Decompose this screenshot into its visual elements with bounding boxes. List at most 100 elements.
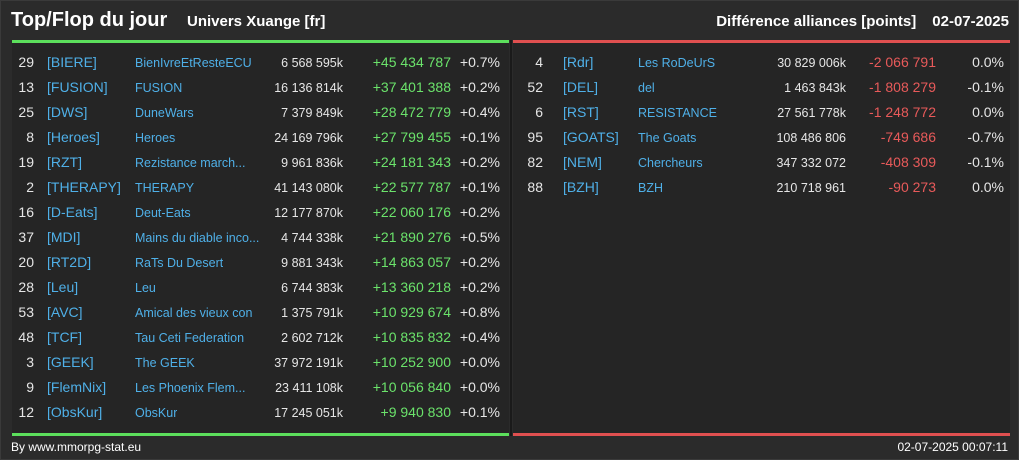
alliance-name-link[interactable]: Leu xyxy=(135,281,156,295)
page-title: Top/Flop du jour xyxy=(11,9,168,31)
alliance-tag-link[interactable]: [Leu] xyxy=(47,279,79,295)
alliance-tag-link[interactable]: [FUSION] xyxy=(47,79,108,95)
top-row: 9 [FlemNix] Les Phoenix Flem... 23 411 108k… xyxy=(12,375,509,400)
top-row: 16 [D-Eats] Deut-Eats 12 177 870k +22 060 17… xyxy=(12,200,509,225)
percent-cell: +0.5% xyxy=(459,229,500,245)
alliance-tag-link[interactable]: [RST] xyxy=(563,104,599,120)
rank-cell: 29 xyxy=(18,54,34,70)
alliance-tag-link[interactable]: [MDI] xyxy=(47,229,81,245)
percent-cell: +0.1% xyxy=(459,179,500,195)
points-cell: 210 718 961 xyxy=(776,181,846,195)
percent-cell: -0.1% xyxy=(967,154,1004,170)
alliance-tag-link[interactable]: [RT2D] xyxy=(47,254,92,270)
points-cell: 17 245 051k xyxy=(274,406,343,420)
percent-cell: 0.0% xyxy=(972,104,1004,120)
alliance-tag-link[interactable]: [GOATS] xyxy=(563,129,619,145)
difference-cell: +10 929 674 xyxy=(372,304,451,320)
rank-cell: 28 xyxy=(18,279,34,295)
difference-cell: -2 066 791 xyxy=(869,54,936,70)
difference-cell: -1 248 772 xyxy=(869,104,936,120)
alliance-name-link[interactable]: RaTs Du Desert xyxy=(135,256,224,270)
flop-list: 4 [Rdr] Les RoDeUrS 30 829 006k -2 066 791 0.… xyxy=(513,50,1010,200)
rank-cell: 53 xyxy=(18,304,34,320)
alliance-name-link[interactable]: RESISTANCE xyxy=(638,106,717,120)
top-row: 19 [RZT] Rezistance march... 9 961 836k +24 … xyxy=(12,150,509,175)
points-cell: 7 379 849k xyxy=(281,106,343,120)
alliance-tag-link[interactable]: [AVC] xyxy=(47,304,83,320)
header: Top/Flop du jour Univers Xuange [fr] Dif… xyxy=(1,1,1019,41)
points-cell: 347 332 072 xyxy=(776,156,846,170)
difference-cell: -90 273 xyxy=(888,179,936,195)
alliance-tag-link[interactable]: [THERAPY] xyxy=(47,179,121,195)
alliance-name-link[interactable]: Heroes xyxy=(135,131,176,145)
alliance-name-link[interactable]: ObsKur xyxy=(135,406,178,420)
points-cell: 108 486 806 xyxy=(776,131,846,145)
alliance-name-link[interactable]: The GEEK xyxy=(135,356,195,370)
alliance-name-link[interactable]: Deut-Eats xyxy=(135,206,191,220)
flop-row: 95 [GOATS] The Goats 108 486 806 -749 686 -0.… xyxy=(513,125,1010,150)
rank-cell: 13 xyxy=(18,79,34,95)
rank-cell: 6 xyxy=(535,104,543,120)
header-right: Différence alliances [points] 02-07-2025 xyxy=(716,13,1009,30)
alliance-tag-link[interactable]: [Heroes] xyxy=(47,129,100,145)
points-cell: 4 744 338k xyxy=(281,231,343,245)
percent-cell: +0.0% xyxy=(459,354,500,370)
flop-row: 6 [RST] RESISTANCE 27 561 778k -1 248 772 0.0… xyxy=(513,100,1010,125)
alliance-name-link[interactable]: Les Phoenix Flem... xyxy=(135,381,246,395)
top-row: 48 [TCF] Tau Ceti Federation 2 602 712k +10 … xyxy=(12,325,509,350)
alliance-name-link[interactable]: FUSION xyxy=(135,81,183,95)
alliance-name-link[interactable]: Mains du diable inco... xyxy=(135,231,260,245)
difference-cell: +9 940 830 xyxy=(380,404,451,420)
points-cell: 1 375 791k xyxy=(281,306,343,320)
alliance-name-link[interactable]: Tau Ceti Federation xyxy=(135,331,245,345)
top-row: 13 [FUSION] FUSION 16 136 814k +37 401 388 +0… xyxy=(12,75,509,100)
alliance-tag-link[interactable]: [DWS] xyxy=(47,104,88,120)
alliance-tag-link[interactable]: [Rdr] xyxy=(563,54,594,70)
alliance-tag-link[interactable]: [RZT] xyxy=(47,154,82,170)
rank-cell: 25 xyxy=(18,104,34,120)
alliance-name-link[interactable]: THERAPY xyxy=(135,181,195,195)
difference-cell: +45 434 787 xyxy=(372,54,451,70)
alliance-name-link[interactable]: BZH xyxy=(638,181,663,195)
points-cell: 9 881 343k xyxy=(281,256,343,270)
alliance-name-link[interactable]: Les RoDeUrS xyxy=(638,56,716,70)
rank-cell: 9 xyxy=(26,379,34,395)
points-cell: 30 829 006k xyxy=(777,56,846,70)
percent-cell: +0.2% xyxy=(459,279,500,295)
alliance-name-link[interactable]: del xyxy=(638,81,655,95)
top-row: 3 [GEEK] The GEEK 37 972 191k +10 252 900 +0.… xyxy=(12,350,509,375)
alliance-tag-link[interactable]: [NEM] xyxy=(563,154,602,170)
difference-cell: +10 835 832 xyxy=(372,329,451,345)
points-cell: 9 961 836k xyxy=(281,156,343,170)
alliance-name-link[interactable]: The Goats xyxy=(638,131,697,145)
difference-cell: +10 252 900 xyxy=(372,354,451,370)
alliance-tag-link[interactable]: [GEEK] xyxy=(47,354,94,370)
alliance-tag-link[interactable]: [BZH] xyxy=(563,179,599,195)
source-credit[interactable]: By www.mmorpg-stat.eu xyxy=(11,440,142,454)
top-row: 12 [ObsKur] ObsKur 17 245 051k +9 940 830 +0.… xyxy=(12,400,509,425)
percent-cell: 0.0% xyxy=(972,54,1004,70)
points-cell: 37 972 191k xyxy=(274,356,343,370)
difference-cell: +13 360 218 xyxy=(372,279,451,295)
alliance-tag-link[interactable]: [BIERE] xyxy=(47,54,97,70)
points-cell: 1 463 843k xyxy=(784,81,846,95)
points-cell: 23 411 108k xyxy=(275,381,343,395)
percent-cell: +0.0% xyxy=(459,379,500,395)
alliance-name-link[interactable]: BienIvreEtResteECU xyxy=(135,56,252,70)
difference-cell: +22 060 176 xyxy=(372,204,451,220)
alliance-tag-link[interactable]: [TCF] xyxy=(47,329,82,345)
alliance-name-link[interactable]: Chercheurs xyxy=(638,156,703,170)
percent-cell: +0.8% xyxy=(459,304,500,320)
alliance-tag-link[interactable]: [DEL] xyxy=(563,79,599,95)
alliance-tag-link[interactable]: [FlemNix] xyxy=(47,379,107,395)
alliance-name-link[interactable]: Rezistance march... xyxy=(135,156,246,170)
alliance-tag-link[interactable]: [D-Eats] xyxy=(47,204,98,220)
alliance-name-link[interactable]: Amical des vieux con xyxy=(135,306,253,320)
alliance-tag-link[interactable]: [ObsKur] xyxy=(47,404,103,420)
alliance-name-link[interactable]: DuneWars xyxy=(135,106,194,120)
percent-cell: +0.2% xyxy=(459,79,500,95)
flop-row: 82 [NEM] Chercheurs 347 332 072 -408 309 -0.1… xyxy=(513,150,1010,175)
top-row: 25 [DWS] DuneWars 7 379 849k +28 472 779 +0.4… xyxy=(12,100,509,125)
top-row: 2 [THERAPY] THERAPY 41 143 080k +22 577 787 +… xyxy=(12,175,509,200)
difference-cell: -749 686 xyxy=(880,129,936,145)
